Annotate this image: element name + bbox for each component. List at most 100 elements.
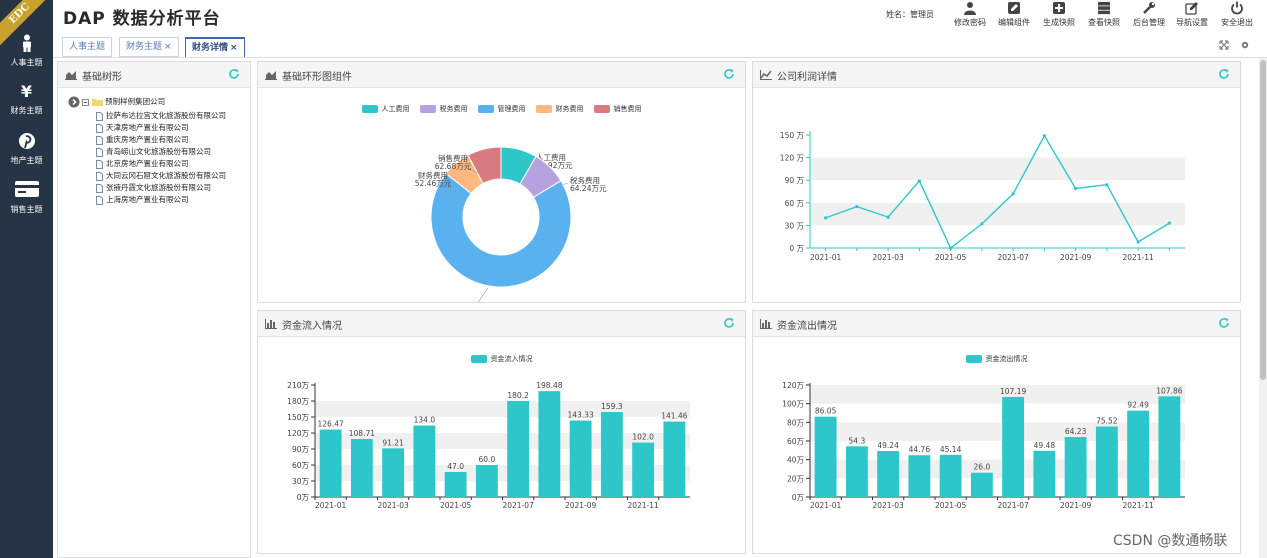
folder-icon [91,99,103,106]
profit-series-line [825,134,1170,250]
y-tick-label: 30 万 [785,221,805,230]
tree-node[interactable]: 张掖丹霞文化旅游股份有限公司 [96,182,211,193]
bar-value-label: 91.21 [382,438,404,447]
inflow-panel: 资金流入情况 资金流入情况 0万 30万 60万 90万 120万 150万 180万 210… [257,310,746,554]
slice-value-label: 52.46万元 [415,179,452,188]
file-icon [96,195,103,205]
legend-item[interactable]: 财务费用 [535,104,584,114]
bar-value-label: 26.0 [974,463,991,472]
edit-component-button[interactable]: 编辑组件 [994,1,1034,28]
tab-close-icon[interactable]: × [230,43,238,53]
bar-value-label: 45.14 [940,445,962,454]
file-icon [96,135,103,145]
legend-item[interactable]: 税务费用 [419,104,468,114]
refresh-icon[interactable] [1218,68,1230,80]
panel-header: 基础树形 [58,62,250,88]
tab-hr[interactable]: 人事主题 [62,37,113,57]
sidebar-item-label: 财务主题 [10,106,43,115]
nav-settings-button[interactable]: 导航设置 [1172,1,1212,28]
bar [382,448,405,497]
refresh-icon[interactable] [228,68,240,80]
sidebar-item-finance[interactable]: ¥ 财务主题 [0,82,53,116]
donut-panel: 基础环形图组件 人工费用 税务费用 管理费用 财务费用 销售费用 人工费用 66.92万元… [257,61,746,303]
data-point [1105,183,1109,187]
x-tick-label: 2021-03 [872,253,904,262]
chart-legend: 人工费用 税务费用 管理费用 财务费用 销售费用 [258,98,745,117]
create-snapshot-button[interactable]: 生成快照 [1039,1,1079,28]
tree-node-label: 拉萨布达拉宫文化旅游股份有限公司 [106,111,226,120]
legend-item[interactable]: 管理费用 [477,104,526,114]
x-tick-label: 2021-05 [935,253,967,262]
change-password-button[interactable]: 修改密码 [950,1,990,28]
refresh-icon[interactable] [723,317,735,329]
legend-item[interactable]: 人工费用 [361,104,410,114]
y-tick-label: 210万 [287,381,309,390]
collapse-box-icon[interactable] [82,98,90,106]
expand-toggle-icon[interactable] [68,96,80,108]
tree-node[interactable]: 大同云冈石窟文化旅游股份有限公司 [96,170,226,181]
user-name: 姓名：管理员 [886,10,934,19]
sidebar-item-sales[interactable]: 销售主题 [0,181,53,215]
profit-panel: 公司利润详情 0 万 30 万 60 万 90 万 120 万 150 万 2021-01 2… [752,61,1241,303]
tree-node[interactable]: 重庆房地产置业有限公司 [96,134,189,145]
tree-node[interactable]: 拉萨布达拉宫文化旅游股份有限公司 [96,110,226,121]
settings-gear-icon[interactable] [1240,40,1250,50]
legend-item[interactable]: 资金流出情况 [965,354,1028,364]
slice-value-label: 66.92万元 [536,161,573,170]
yen-icon: ¥ [20,82,33,101]
tree-node-label: 重庆房地产置业有限公司 [106,135,189,144]
card-icon [0,181,53,201]
bar-value-label: 47.0 [447,462,464,471]
refresh-icon[interactable] [1218,317,1230,329]
tree-node[interactable]: 上海房地产置业有限公司 [96,194,189,205]
bar-value-label: 60.0 [479,455,496,464]
bar [970,472,993,497]
slice-value-label: 62.68万元 [435,162,472,171]
toolbar-item-label: 编辑组件 [998,18,1030,27]
tab-close-icon[interactable]: × [164,42,172,52]
bar-value-label: 75.52 [1096,417,1118,426]
chart-legend: 资金流入情况 [258,348,745,367]
bar-value-label: 92.49 [1127,401,1149,410]
y-tick-label: 60万 [292,461,310,470]
y-tick-label: 120万 [287,429,309,438]
legend-item[interactable]: 销售费用 [593,104,642,114]
file-icon [96,147,103,157]
toolbar-item-label: 查看快照 [1088,18,1120,27]
sidebar-item-realestate[interactable]: 地产主题 [0,132,53,166]
tree-node[interactable]: 北京房地产置业有限公司 [96,158,189,169]
panel-header: 资金流出情况 [753,311,1240,337]
bar-value-label: 134.0 [414,416,436,425]
admin-button[interactable]: 后台管理 [1129,1,1169,28]
bar [1158,396,1181,497]
bar-value-label: 54.3 [849,436,866,445]
x-tick-label: 2021-07 [502,501,534,510]
tab-finance[interactable]: 财务主题 × [119,37,179,57]
sidebar: EDC 人事主题 ¥ 财务主题 地产主题 销售主题 [0,0,53,558]
data-point [980,222,984,226]
area-chart-icon [265,71,277,80]
y-tick-label: 120万 [782,381,804,390]
tree-node-label: 天津房地产置业有限公司 [106,123,189,132]
tree-node[interactable]: 天津房地产置业有限公司 [96,122,189,133]
scrollbar-thumb[interactable] [1260,60,1266,380]
legend-item[interactable]: 资金流入情况 [470,354,533,364]
tree-node[interactable]: 青岛崂山文化旅游股份有限公司 [96,146,211,157]
x-tick-label: 2021-05 [935,501,967,510]
refresh-icon[interactable] [723,68,735,80]
bar [632,442,655,497]
tree-root-label: 预制样例集团公司 [105,97,166,106]
page-scrollbar[interactable] [1259,58,1267,558]
tab-finance-detail[interactable]: 财务详情 × [185,37,245,57]
sidebar-item-hr[interactable]: 人事主题 [0,34,53,68]
tree-node-label: 北京房地产置业有限公司 [106,159,189,168]
bar-value-label: 143.33 [568,411,594,420]
grid-band [315,401,690,417]
fullscreen-icon[interactable] [1219,40,1229,50]
view-snapshot-button[interactable]: 查看快照 [1084,1,1124,28]
x-tick-label: 2021-01 [315,501,347,510]
data-point [917,179,921,183]
logout-button[interactable]: 安全退出 [1217,1,1257,28]
tree-node-label: 大同云冈石窟文化旅游股份有限公司 [106,171,226,180]
tree-root[interactable]: 预制样例集团公司 [68,96,165,108]
